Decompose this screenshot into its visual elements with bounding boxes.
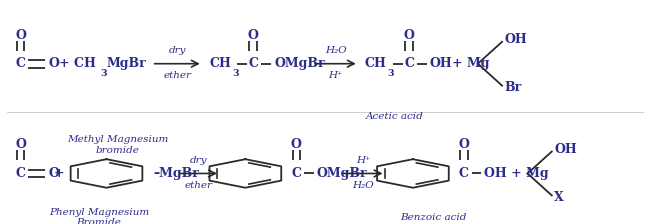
Text: CH: CH [209, 57, 231, 70]
Text: C: C [404, 57, 414, 70]
Text: O: O [291, 138, 302, 151]
Text: O: O [48, 57, 59, 70]
Text: OH: OH [554, 143, 577, 156]
Text: H⁺: H⁺ [328, 71, 343, 80]
Text: C: C [248, 57, 258, 70]
Text: O: O [404, 29, 415, 42]
Text: 3: 3 [232, 69, 239, 78]
Text: X: X [554, 191, 564, 204]
Text: H⁺: H⁺ [356, 156, 370, 165]
Text: ether: ether [163, 71, 191, 80]
Text: O: O [48, 167, 59, 180]
Text: CH: CH [365, 57, 386, 70]
Text: dry: dry [168, 46, 186, 55]
Text: +: + [54, 167, 65, 180]
Text: Benzoic acid: Benzoic acid [400, 213, 467, 222]
Text: ether: ether [185, 181, 213, 190]
Text: –MgBr: –MgBr [153, 167, 199, 180]
Text: OMgBr: OMgBr [316, 167, 367, 180]
Text: + CH: + CH [58, 57, 96, 70]
Text: H₂O: H₂O [325, 46, 346, 55]
Text: O: O [458, 138, 469, 151]
Text: 3: 3 [387, 69, 394, 78]
Text: OH + Mg: OH + Mg [484, 167, 548, 180]
Text: OH: OH [430, 57, 452, 70]
Text: C: C [16, 57, 25, 70]
Text: Methyl Magnesium
bromide: Methyl Magnesium bromide [68, 135, 168, 155]
Text: O: O [15, 138, 26, 151]
Text: Acetic acid: Acetic acid [366, 112, 424, 121]
Text: O: O [15, 29, 26, 42]
Text: MgBr: MgBr [107, 57, 146, 70]
Text: H₂O: H₂O [352, 181, 374, 190]
Text: 3: 3 [101, 69, 107, 78]
Text: dry: dry [190, 156, 207, 165]
Text: OMgBr: OMgBr [274, 57, 324, 70]
Text: Phenyl Magnesium
Bromide: Phenyl Magnesium Bromide [49, 208, 149, 224]
Text: C: C [459, 167, 469, 180]
Text: + Mg: + Mg [452, 57, 490, 70]
Text: Br: Br [504, 81, 522, 94]
Text: O: O [248, 29, 259, 42]
Text: OH: OH [504, 33, 527, 46]
Text: C: C [291, 167, 302, 180]
Text: C: C [16, 167, 25, 180]
